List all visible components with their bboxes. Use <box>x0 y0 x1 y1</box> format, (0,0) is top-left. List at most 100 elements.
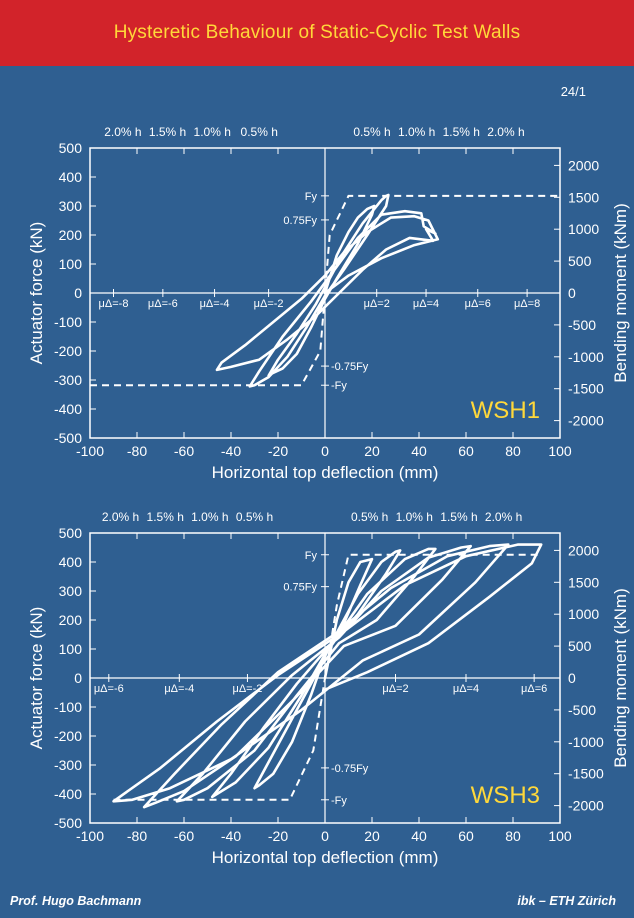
x-tick-label: -100 <box>76 443 104 459</box>
y-tick-label: -500 <box>54 815 82 831</box>
y-tick-label: 0 <box>74 285 82 301</box>
x-tick-label: 0 <box>321 828 329 844</box>
y-axis-title: Actuator force (kN) <box>27 607 46 750</box>
y2-axis-title: Bending moment (kNm) <box>611 588 630 768</box>
y-tick-label: 500 <box>59 140 83 156</box>
drift-ratio-label: 2.0% h <box>485 510 522 524</box>
drift-ratio-label: 1.5% h <box>149 125 186 139</box>
ductility-label: μΔ=4 <box>413 298 439 310</box>
y2-tick-label: -2000 <box>568 798 604 814</box>
y-tick-label: 300 <box>59 198 83 214</box>
x-tick-label: 80 <box>505 443 521 459</box>
drift-ratio-label: 2.0% h <box>102 510 139 524</box>
x-tick-label: 40 <box>411 443 427 459</box>
y-tick-label: -300 <box>54 757 82 773</box>
ductility-label: μΔ=6 <box>465 298 491 310</box>
ductility-label: μΔ=8 <box>514 298 540 310</box>
drift-ratio-label: 0.5% h <box>236 510 273 524</box>
y-tick-label: 200 <box>59 227 83 243</box>
drift-ratio-label: 2.0% h <box>487 125 524 139</box>
drift-ratio-label: 0.5% h <box>241 125 278 139</box>
ductility-label: μΔ=-8 <box>99 298 129 310</box>
x-tick-label: 20 <box>364 443 380 459</box>
force-level-label: -0.75Fy <box>331 763 369 775</box>
y2-tick-label: -1000 <box>568 349 604 365</box>
x-axis-title: Horizontal top deflection (mm) <box>212 463 439 482</box>
y2-tick-label: 2000 <box>568 157 599 173</box>
ductility-label: μΔ=-2 <box>254 298 284 310</box>
y-tick-label: 100 <box>59 641 83 657</box>
y2-tick-label: 1500 <box>568 574 599 590</box>
force-level-label: Fy <box>305 550 318 562</box>
page-title: Hysteretic Behaviour of Static-Cyclic Te… <box>113 22 521 43</box>
wall-label: WSH3 <box>471 782 540 809</box>
ductility-label: μΔ=-6 <box>94 683 124 695</box>
footer-institution: ibk – ETH Zürich <box>517 894 616 908</box>
drift-ratio-label: 1.5% h <box>147 510 184 524</box>
wall-label: WSH1 <box>471 397 540 424</box>
y-tick-label: -300 <box>54 372 82 388</box>
force-level-label: 0.75Fy <box>283 582 317 594</box>
y-tick-label: 500 <box>59 525 83 541</box>
hysteresis-chart-wsh1: -100 -80 -60 -40 -20 0 20 40 60 80 100500400300200… <box>27 125 630 482</box>
hysteresis-curve <box>112 543 543 809</box>
x-axis-title: Horizontal top deflection (mm) <box>212 848 439 867</box>
y2-tick-label: -2000 <box>568 413 604 429</box>
slide-number: 24/1 <box>560 84 586 99</box>
y2-tick-label: 1500 <box>568 189 599 205</box>
drift-ratio-label: 1.0% h <box>191 510 228 524</box>
y2-tick-label: 1000 <box>568 606 599 622</box>
force-level-label: -0.75Fy <box>331 361 369 373</box>
force-level-label: Fy <box>305 191 318 203</box>
y-tick-label: -400 <box>54 786 82 802</box>
y-tick-label: -100 <box>54 699 82 715</box>
title-banner: Hysteretic Behaviour of Static-Cyclic Te… <box>0 0 634 66</box>
y2-tick-label: 500 <box>568 638 592 654</box>
x-tick-label: 60 <box>458 828 474 844</box>
drift-ratio-label: 0.5% h <box>353 125 390 139</box>
x-tick-label: -60 <box>174 443 194 459</box>
x-tick-label: 100 <box>548 828 572 844</box>
x-tick-label: -60 <box>174 828 194 844</box>
x-tick-label: -20 <box>268 443 288 459</box>
drift-ratio-label: 1.0% h <box>396 510 433 524</box>
y2-tick-label: 0 <box>568 670 576 686</box>
ductility-label: μΔ=-4 <box>200 298 230 310</box>
y-tick-label: 100 <box>59 256 83 272</box>
y2-tick-label: -500 <box>568 702 596 718</box>
y-tick-label: 300 <box>59 583 83 599</box>
y2-tick-label: 500 <box>568 253 592 269</box>
ductility-label: μΔ=2 <box>364 298 390 310</box>
y-tick-label: 400 <box>59 169 83 185</box>
force-level-label: -Fy <box>331 795 347 807</box>
idealized-bilinear-envelope <box>113 553 542 801</box>
y-tick-label: -500 <box>54 430 82 446</box>
x-tick-label: -100 <box>76 828 104 844</box>
idealized-bilinear-envelope <box>90 194 560 387</box>
y2-tick-label: -1500 <box>568 381 604 397</box>
y-tick-label: 400 <box>59 554 83 570</box>
force-level-label: 0.75Fy <box>283 215 317 227</box>
y-tick-label: -200 <box>54 728 82 744</box>
drift-ratio-label: 1.5% h <box>440 510 477 524</box>
y2-axis-title: Bending moment (kNm) <box>611 203 630 383</box>
hysteresis-chart-wsh3: -100 -80 -60 -40 -20 0 20 40 60 80 100500400300200… <box>27 510 630 867</box>
ductility-label: μΔ=6 <box>521 683 547 695</box>
y2-tick-label: 0 <box>568 285 576 301</box>
hysteresis-curve <box>215 193 440 388</box>
x-tick-label: -80 <box>127 443 147 459</box>
y-tick-label: 200 <box>59 612 83 628</box>
drift-ratio-label: 1.5% h <box>443 125 480 139</box>
ductility-label: μΔ=2 <box>382 683 408 695</box>
drift-ratio-label: 1.0% h <box>194 125 231 139</box>
footer-author: Prof. Hugo Bachmann <box>10 894 142 908</box>
x-tick-label: 80 <box>505 828 521 844</box>
x-tick-label: 0 <box>321 443 329 459</box>
y2-tick-label: -500 <box>568 317 596 333</box>
x-tick-label: -80 <box>127 828 147 844</box>
y-tick-label: -100 <box>54 314 82 330</box>
x-tick-label: -40 <box>221 828 241 844</box>
y2-tick-label: -1500 <box>568 766 604 782</box>
x-tick-label: 100 <box>548 443 572 459</box>
x-tick-label: -20 <box>268 828 288 844</box>
